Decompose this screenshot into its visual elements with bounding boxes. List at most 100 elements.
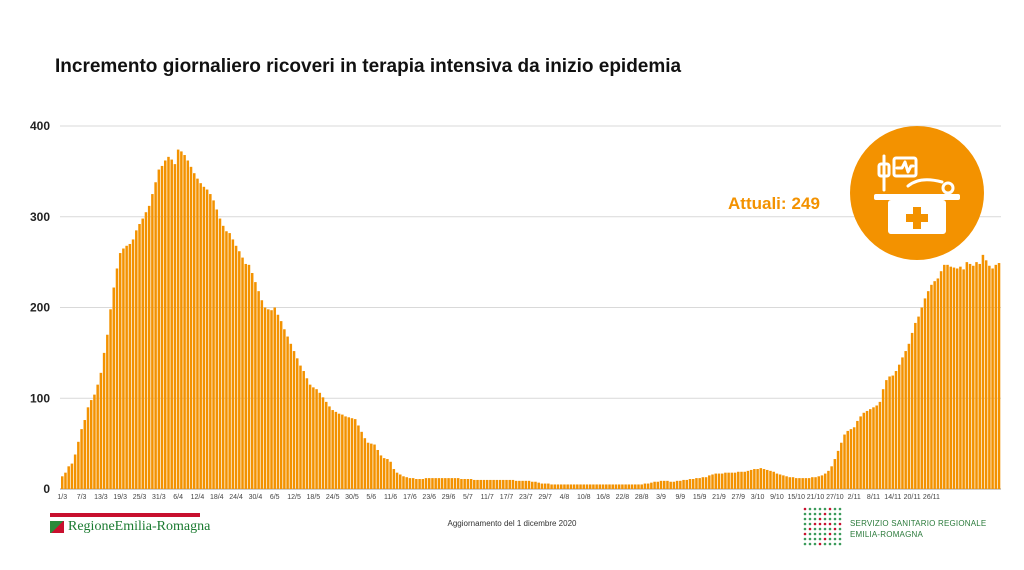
bar: [662, 480, 666, 489]
bar: [514, 480, 518, 489]
x-tick-label: 12/5: [287, 494, 301, 500]
y-axis-ticks: 0 100 200 300 400: [30, 119, 50, 496]
bar: [666, 480, 669, 489]
x-tick-label: 19/3: [113, 494, 127, 500]
bar: [189, 166, 193, 489]
logo-dot: [813, 512, 817, 516]
bar: [180, 151, 183, 489]
bar: [598, 484, 602, 489]
bar: [341, 414, 344, 489]
bar: [370, 443, 373, 490]
logo-dot: [838, 522, 842, 526]
x-tick-label: 20/11: [904, 494, 921, 500]
bar: [569, 484, 573, 489]
bar: [820, 475, 824, 489]
bar: [186, 160, 190, 490]
bar: [991, 268, 994, 489]
x-tick-label: 12/4: [191, 494, 205, 500]
flag-icon: [50, 520, 64, 533]
bar: [930, 284, 933, 489]
bar: [592, 484, 595, 489]
bar: [485, 479, 489, 489]
bar: [559, 484, 563, 489]
logo-dot: [823, 517, 827, 521]
bar: [61, 476, 64, 489]
x-tick-label: 5/7: [463, 494, 473, 500]
bar: [637, 484, 640, 489]
bar: [144, 212, 148, 489]
logo-dot: [808, 512, 812, 516]
bar: [453, 478, 457, 489]
bar: [865, 410, 869, 489]
bar: [833, 459, 837, 489]
bar: [115, 268, 119, 489]
x-tick-label: 9/9: [675, 494, 685, 500]
logo-dot: [833, 512, 837, 516]
bar: [241, 257, 244, 489]
current-value-label: Attuali:: [728, 194, 787, 213]
logo-dot: [803, 512, 807, 516]
bar: [209, 194, 212, 489]
bar: [125, 245, 128, 489]
x-tick-label: 31/3: [152, 494, 166, 500]
bar: [337, 413, 341, 489]
bar: [276, 314, 280, 489]
bar: [289, 343, 293, 489]
bar: [627, 484, 631, 489]
bar: [634, 484, 637, 489]
bar: [196, 178, 199, 489]
logo-dot: [803, 532, 807, 536]
logo-dot: [833, 517, 837, 521]
logo-dot: [838, 532, 842, 536]
logo-dot: [818, 527, 822, 531]
logo-dot: [838, 517, 842, 521]
bar: [859, 416, 862, 489]
bar: [823, 473, 827, 489]
bar: [312, 387, 315, 489]
bar: [849, 429, 853, 489]
bar: [479, 479, 482, 489]
bar: [308, 384, 312, 489]
bar: [897, 364, 901, 489]
bar: [778, 474, 782, 489]
bar: [521, 480, 524, 489]
x-tick-label: 1/3: [57, 494, 67, 500]
bar: [350, 418, 354, 489]
page-title: Incremento giornaliero ricoveri in terap…: [55, 56, 682, 77]
bar: [399, 474, 402, 489]
bar: [212, 200, 215, 489]
bar: [96, 384, 99, 489]
bar: [460, 479, 463, 489]
bar: [437, 478, 441, 489]
bar: [296, 358, 299, 489]
x-tick-label: 30/4: [249, 494, 263, 500]
bar: [640, 484, 643, 489]
bar: [714, 473, 717, 489]
bar: [630, 484, 634, 489]
bar: [415, 479, 418, 489]
bar: [440, 478, 444, 489]
logo-dot: [828, 517, 832, 521]
logo-dot: [808, 507, 812, 511]
bar: [643, 483, 647, 489]
bar: [321, 397, 325, 489]
bar: [527, 480, 531, 489]
bar: [582, 484, 586, 489]
bar: [910, 332, 914, 489]
bar: [463, 479, 466, 489]
x-tick-label: 27/10: [826, 494, 844, 500]
x-tick-label: 22/8: [616, 494, 630, 500]
bar: [952, 267, 956, 489]
bar: [250, 273, 254, 489]
x-tick-label: 17/6: [403, 494, 417, 500]
x-tick-label: 15/10: [787, 494, 805, 500]
bar: [959, 266, 962, 489]
x-tick-label: 26/11: [923, 494, 940, 500]
x-tick-label: 6/4: [173, 494, 183, 500]
x-tick-label: 6/5: [270, 494, 280, 500]
logo-dot: [828, 527, 832, 531]
logo-dot: [808, 527, 812, 531]
logo-dot: [838, 542, 842, 546]
bar: [856, 420, 859, 489]
bar: [112, 287, 116, 489]
